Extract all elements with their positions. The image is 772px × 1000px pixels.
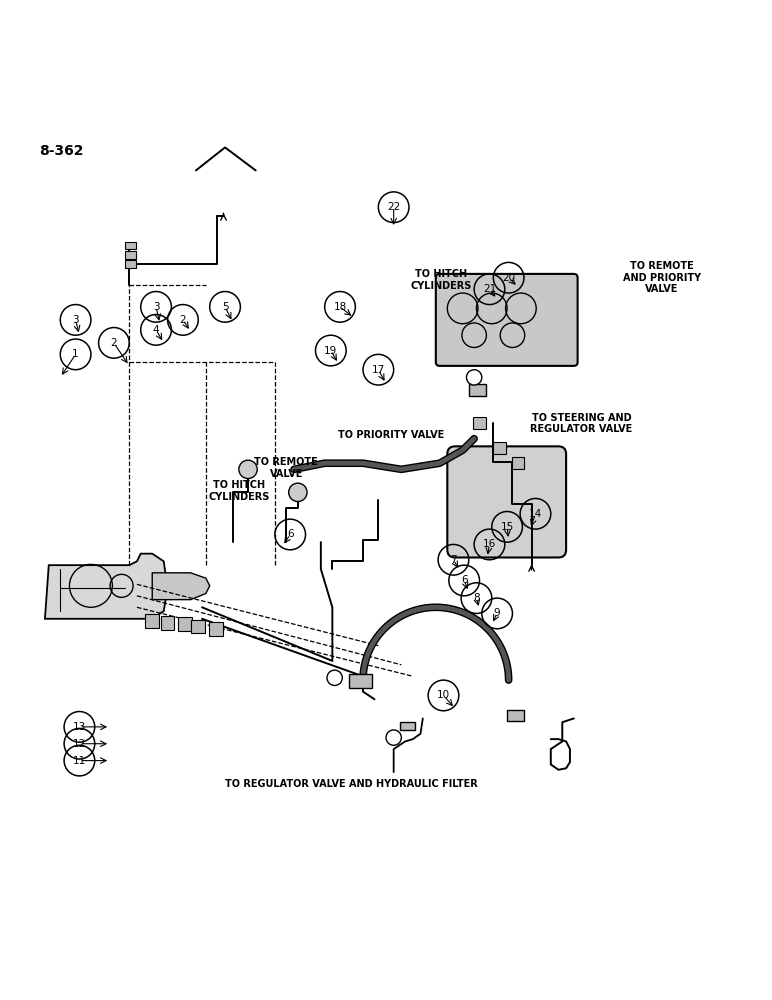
Text: 14: 14 (529, 509, 542, 519)
Text: 5: 5 (222, 302, 229, 312)
Text: 16: 16 (482, 539, 496, 549)
Text: TO REMOTE
VALVE: TO REMOTE VALVE (255, 457, 318, 479)
Bar (469, 384, 486, 396)
Text: 18: 18 (334, 302, 347, 312)
Bar (145, 614, 159, 628)
Text: 20: 20 (502, 273, 515, 283)
Bar (493, 442, 506, 454)
Circle shape (289, 483, 307, 502)
Text: 8: 8 (473, 593, 479, 603)
Text: 8-362: 8-362 (39, 144, 84, 158)
Circle shape (466, 370, 482, 385)
Text: TO STEERING AND
REGULATOR VALVE: TO STEERING AND REGULATOR VALVE (530, 413, 632, 434)
Bar (507, 710, 524, 721)
Text: 17: 17 (371, 365, 385, 375)
Bar (125, 260, 136, 268)
Circle shape (386, 730, 401, 745)
Text: TO HITCH
CYLINDERS: TO HITCH CYLINDERS (208, 480, 269, 502)
Polygon shape (45, 554, 168, 619)
Text: 13: 13 (73, 722, 86, 732)
Text: 4: 4 (153, 325, 159, 335)
Text: 11: 11 (73, 756, 86, 766)
Text: TO PRIORITY VALVE: TO PRIORITY VALVE (338, 430, 445, 440)
FancyBboxPatch shape (447, 446, 566, 557)
Bar (178, 617, 192, 631)
Text: 15: 15 (500, 522, 513, 532)
Bar (191, 620, 205, 633)
Bar (209, 622, 223, 636)
Text: 21: 21 (482, 284, 496, 294)
Text: 10: 10 (437, 690, 450, 700)
Text: 7: 7 (450, 555, 457, 565)
Text: 1: 1 (73, 349, 79, 359)
Text: 2: 2 (110, 338, 117, 348)
Text: 9: 9 (494, 608, 500, 618)
Text: TO REGULATOR VALVE AND HYDRAULIC FILTER: TO REGULATOR VALVE AND HYDRAULIC FILTER (225, 779, 478, 789)
Text: 3: 3 (73, 315, 79, 325)
Text: 6: 6 (461, 575, 468, 585)
Text: 3: 3 (153, 302, 159, 312)
Bar (400, 722, 415, 730)
Text: 2: 2 (180, 315, 186, 325)
Text: 22: 22 (387, 202, 401, 212)
Bar (512, 457, 524, 469)
Circle shape (239, 460, 257, 479)
Text: TO HITCH
CYLINDERS: TO HITCH CYLINDERS (411, 269, 472, 291)
Text: 6: 6 (287, 529, 293, 539)
Text: 12: 12 (73, 739, 86, 749)
Circle shape (327, 670, 342, 685)
Polygon shape (152, 573, 210, 600)
Bar (473, 417, 486, 429)
Text: 19: 19 (324, 346, 337, 356)
Bar (349, 674, 372, 688)
Text: TO REMOTE
AND PRIORITY
VALVE: TO REMOTE AND PRIORITY VALVE (623, 261, 701, 294)
Bar (125, 251, 136, 259)
Bar (161, 616, 174, 630)
FancyBboxPatch shape (436, 274, 577, 366)
Bar (125, 242, 136, 249)
